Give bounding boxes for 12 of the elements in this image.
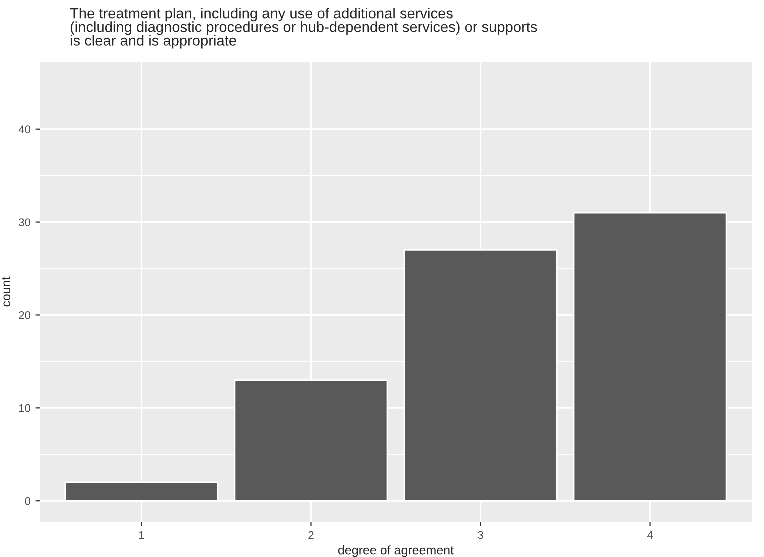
x-axis-title: degree of agreement <box>338 546 454 557</box>
x-tick-label: 1 <box>139 531 144 540</box>
x-tick-label: 3 <box>478 531 484 540</box>
y-tick-label: 30 <box>19 218 31 226</box>
y-tick-label: 20 <box>19 312 31 320</box>
y-tick-label: 10 <box>19 404 31 412</box>
x-tick-label: 4 <box>647 531 654 540</box>
y-axis-title: count <box>2 276 11 307</box>
y-tick-label: 40 <box>18 126 31 134</box>
y-tick-label: 0 <box>25 497 31 506</box>
x-tick-label: 2 <box>308 531 314 540</box>
chart-title: The treatment plan, including any use of additional services (including diagnostic procedures or hub-dependent services) or supports is clear and is appropriate <box>70 8 538 49</box>
